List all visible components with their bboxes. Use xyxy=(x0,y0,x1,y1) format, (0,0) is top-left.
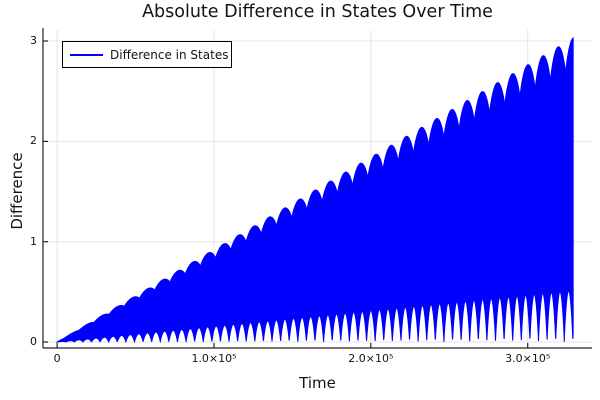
y-tick-label: 1 xyxy=(30,234,37,248)
y-tick-label: 0 xyxy=(30,335,37,348)
x-tick-label: 2.0×10⁵ xyxy=(348,352,394,365)
legend: Difference in States xyxy=(62,41,232,68)
y-tick-label: 2 xyxy=(30,134,37,148)
x-tick-label: 3.0×10⁵ xyxy=(505,352,551,365)
y-axis-label: Difference xyxy=(8,152,26,230)
chart-title: Absolute Difference in States Over Time xyxy=(142,2,493,22)
y-axis-tick-labels: 0 1 2 3 xyxy=(0,0,38,400)
y-tick-label: 3 xyxy=(30,34,37,47)
legend-series-label: Difference in States xyxy=(110,47,229,62)
series-fill-difference-in-states xyxy=(55,37,574,344)
x-axis-tick-labels: 0 1.0×10⁵ 2.0×10⁵ 3.0×10⁵ xyxy=(0,352,600,370)
x-axis-label: Time xyxy=(299,374,336,392)
x-tick-label: 0 xyxy=(53,352,61,365)
x-tick-label: 1.0×10⁵ xyxy=(191,352,237,365)
legend-line-sample-icon xyxy=(70,53,103,56)
